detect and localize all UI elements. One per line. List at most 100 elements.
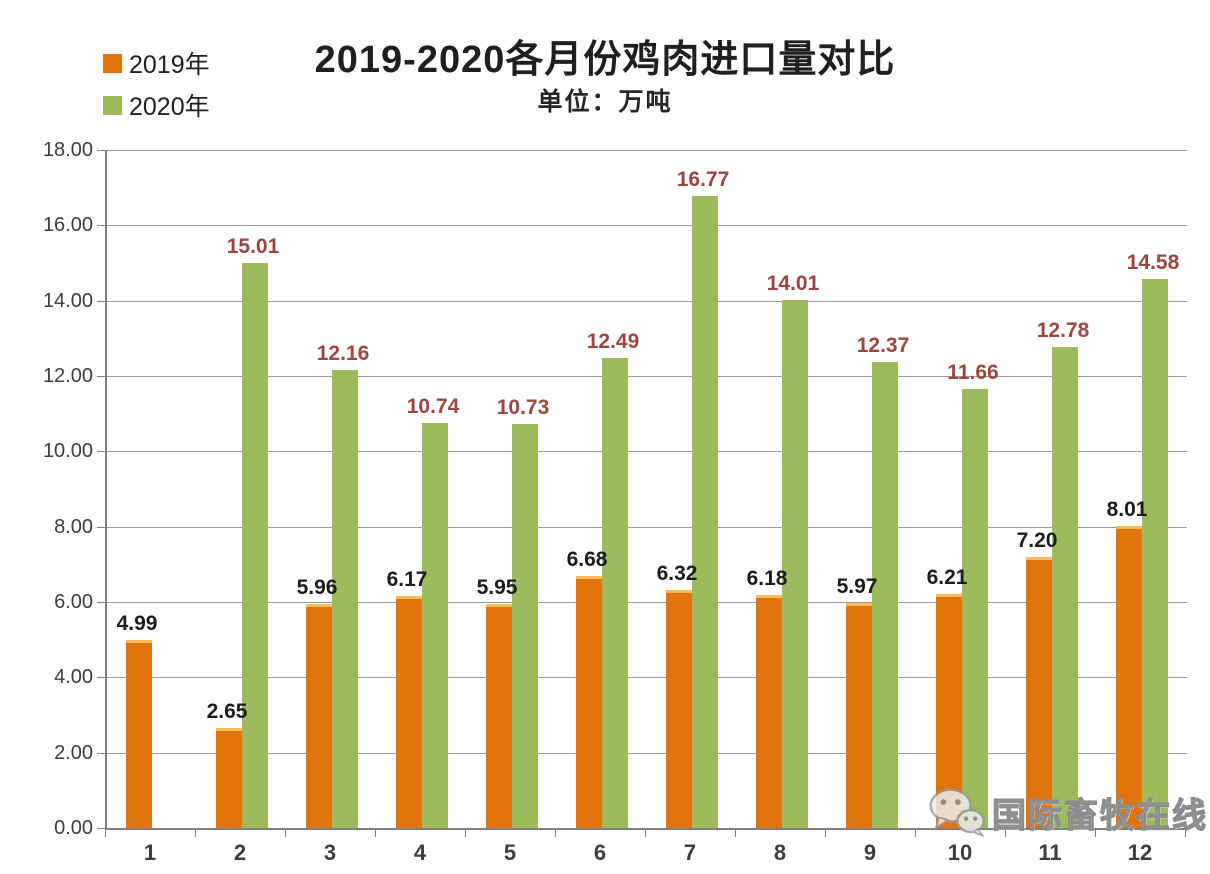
bar-2020年-month-5 (512, 423, 538, 828)
y-tick-label: 18.00 (42, 139, 93, 161)
grid-line (107, 150, 1187, 151)
x-tick (105, 830, 106, 837)
y-tick (97, 376, 105, 377)
bar-2020年-month-8 (782, 300, 808, 828)
bar-value-label: 5.97 (836, 575, 878, 599)
y-tick-label: 16.00 (42, 214, 93, 237)
bar-value-label: 4.99 (116, 612, 158, 636)
y-tick-label: 2.00 (54, 741, 93, 764)
x-tick-label: 1 (143, 840, 157, 865)
y-tick (97, 752, 105, 754)
plot-area (105, 150, 1187, 830)
x-tick (465, 830, 466, 837)
bar-value-label: 6.32 (656, 561, 698, 585)
bar-value-label: 16.77 (676, 168, 730, 192)
bar-value-label: 6.17 (386, 567, 428, 591)
grid-line (107, 225, 1187, 227)
x-tick-label: 3 (323, 840, 337, 865)
legend-item-2019: 2019年 (103, 46, 210, 80)
bar-2020年-month-12 (1142, 278, 1168, 828)
grid-line (107, 677, 1187, 679)
x-tick-label: 5 (503, 840, 517, 865)
bar-2020年-month-7 (692, 196, 718, 828)
y-tick (97, 150, 105, 151)
grid-line (107, 602, 1187, 603)
y-tick-label: 8.00 (54, 515, 93, 538)
x-tick-label: 2 (233, 840, 247, 865)
bar-value-label: 14.01 (766, 272, 820, 296)
x-tick (375, 830, 376, 837)
bar-value-label: 6.68 (566, 548, 608, 572)
x-tick (735, 830, 736, 837)
legend: 2019年 2020年 (103, 46, 210, 130)
x-tick (1095, 830, 1096, 837)
x-tick-label: 12 (1127, 840, 1153, 865)
bar-value-label: 11.66 (947, 360, 999, 384)
bar-value-label: 12.16 (316, 341, 370, 365)
grid-line (107, 752, 1187, 754)
bar-2019年-month-5 (486, 603, 512, 828)
watermark-text: 国际畜牧在线 (991, 796, 1208, 835)
y-tick-label: 10.00 (42, 440, 93, 463)
y-tick-label: 0.00 (54, 817, 93, 839)
x-tick-label: 6 (593, 840, 607, 865)
legend-label-2020: 2020年 (129, 93, 210, 121)
bar-value-label: 14.58 (1126, 250, 1180, 274)
bar-2020年-month-11 (1052, 346, 1078, 828)
bar-value-label: 8.01 (1106, 498, 1148, 522)
x-tick-label: 8 (773, 840, 787, 865)
x-tick (825, 830, 826, 837)
x-tick (1005, 830, 1006, 837)
x-tick (645, 830, 646, 837)
bar-value-label: 6.21 (926, 566, 968, 590)
wechat-icon (929, 788, 985, 838)
y-tick-label: 14.00 (42, 289, 93, 312)
bar-2019年-month-1 (126, 640, 152, 828)
x-tick-label: 11 (1038, 840, 1062, 865)
bar-2019年-month-8 (756, 595, 782, 828)
bar-2019年-month-4 (396, 595, 422, 828)
x-tick (285, 830, 286, 837)
bar-value-label: 12.78 (1036, 318, 1090, 342)
x-tick (1185, 830, 1186, 837)
chart-title: 2019-2020各月份鸡肉进口量对比 (314, 39, 896, 81)
bar-2019年-month-6 (576, 576, 602, 828)
bar-2020年-month-4 (422, 423, 448, 828)
bar-2019年-month-3 (306, 603, 332, 828)
bar-value-label: 10.73 (496, 395, 550, 419)
y-tick (97, 602, 105, 603)
bar-value-label: 10.74 (406, 395, 460, 419)
x-tick (915, 830, 916, 837)
bar-value-label: 5.96 (296, 575, 338, 599)
x-tick (555, 830, 556, 837)
chart-subtitle: 单位：万吨 (537, 88, 673, 116)
grid-line (107, 451, 1187, 453)
legend-item-2020: 2020年 (103, 88, 210, 122)
bar-value-label: 2.65 (206, 700, 248, 724)
bar-2019年-month-2 (216, 728, 242, 828)
y-tick (97, 300, 105, 302)
bar-2020年-month-9 (872, 362, 898, 828)
bar-value-label: 7.20 (1016, 528, 1058, 552)
y-tick (97, 225, 105, 227)
legend-swatch-2020-icon (103, 95, 122, 115)
bar-2020年-month-6 (602, 357, 628, 828)
bar-2020年-month-10 (962, 388, 988, 828)
grid-line (107, 300, 1187, 302)
x-tick-label: 10 (947, 840, 973, 865)
bar-2019年-month-12 (1116, 526, 1142, 828)
y-tick (97, 451, 105, 453)
bar-2019年-month-11 (1026, 556, 1052, 828)
x-tick-label: 9 (863, 840, 877, 865)
bar-2020年-month-2 (242, 262, 268, 828)
x-tick-label: 4 (413, 840, 427, 865)
bar-value-label: 12.49 (586, 329, 640, 353)
grid-line (107, 526, 1187, 528)
bar-value-label: 15.01 (226, 234, 280, 258)
grid-line (107, 376, 1187, 377)
y-tick (97, 526, 105, 528)
bar-2019年-month-7 (666, 589, 692, 828)
y-tick (97, 828, 105, 829)
y-tick-label: 4.00 (54, 666, 93, 689)
